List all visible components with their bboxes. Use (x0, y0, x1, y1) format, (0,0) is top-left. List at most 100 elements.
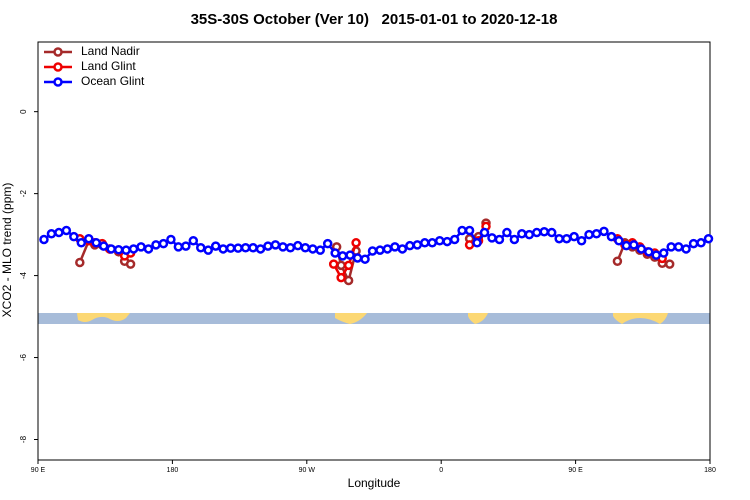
point (255, 244, 266, 254)
x-tick-label: 180 (167, 467, 179, 474)
y-tick-label: -4 (19, 271, 28, 279)
point (343, 275, 354, 286)
point (666, 242, 676, 252)
point (285, 242, 296, 253)
point (696, 238, 706, 248)
point (106, 244, 116, 254)
point (91, 238, 101, 248)
point (584, 229, 594, 240)
point (173, 242, 184, 252)
point (539, 226, 549, 237)
point (599, 226, 609, 237)
legend-marker (53, 77, 63, 87)
point (644, 247, 654, 257)
point (76, 238, 87, 248)
point (128, 244, 139, 254)
point (218, 244, 228, 254)
chart-title: 35S-30S October (Ver 10) 2015-01-01 to 2… (191, 11, 558, 28)
point (621, 240, 632, 251)
point (196, 242, 206, 253)
point (509, 234, 520, 245)
point (532, 227, 542, 238)
point (554, 233, 564, 244)
point (688, 238, 699, 249)
point (337, 251, 348, 261)
point (98, 241, 109, 251)
point (270, 240, 281, 250)
point (434, 236, 445, 246)
point (664, 259, 675, 269)
point (651, 250, 661, 260)
point (352, 253, 363, 263)
point (420, 238, 430, 248)
point (457, 225, 467, 236)
point (494, 234, 505, 245)
point (188, 236, 199, 246)
x-axis-title: Longitude (348, 476, 401, 490)
x-tick-label: 90 E (568, 467, 583, 474)
point (343, 260, 354, 271)
point (614, 236, 624, 246)
point (225, 243, 236, 253)
legend-marker (53, 62, 63, 72)
y-tick-label: 0 (19, 109, 28, 114)
point (561, 233, 572, 244)
point (367, 246, 378, 256)
legend-marker (53, 47, 63, 57)
legend-label: Land Nadir (81, 44, 140, 58)
point (412, 240, 423, 250)
point (46, 229, 57, 239)
point (263, 241, 273, 251)
point (181, 241, 191, 251)
point (336, 260, 346, 271)
point (300, 242, 311, 253)
point (293, 240, 303, 251)
point (576, 236, 587, 246)
point (61, 225, 72, 236)
point (248, 242, 258, 253)
legend-label: Ocean Glint (81, 74, 145, 88)
point (427, 238, 437, 248)
point (278, 242, 288, 252)
point (591, 229, 602, 239)
point (569, 231, 579, 242)
point (479, 227, 490, 238)
y-tick-label: -8 (19, 435, 28, 443)
x-tick-label: 180 (704, 467, 716, 474)
x-tick-label: 90 W (299, 467, 316, 474)
point (681, 244, 691, 254)
legend-label: Land Glint (81, 59, 136, 73)
point (397, 244, 408, 254)
point (658, 248, 669, 258)
point (636, 244, 647, 254)
point (125, 259, 136, 269)
point (210, 241, 221, 251)
point (351, 238, 361, 248)
point (166, 234, 176, 245)
point (322, 238, 333, 249)
y-axis-title: XCO2 - MLO trend (ppm) (0, 183, 14, 318)
point (375, 245, 385, 255)
point (390, 242, 400, 252)
point (546, 227, 557, 238)
point (442, 236, 452, 247)
y-tick-label: -6 (19, 353, 28, 361)
point (606, 231, 617, 242)
point (54, 227, 64, 238)
point (143, 244, 154, 254)
point (158, 238, 169, 249)
point (673, 242, 684, 252)
point (405, 240, 415, 251)
point (524, 229, 535, 240)
map-strip (38, 313, 710, 324)
point (336, 272, 346, 283)
x-tick-label: 0 (439, 467, 443, 474)
point (345, 250, 355, 260)
point (612, 256, 623, 266)
point (233, 243, 243, 253)
point (113, 245, 124, 255)
y-tick-label: -2 (19, 190, 28, 198)
x-tick-label: 90 E (31, 467, 46, 474)
point (328, 259, 339, 269)
point (203, 245, 213, 255)
